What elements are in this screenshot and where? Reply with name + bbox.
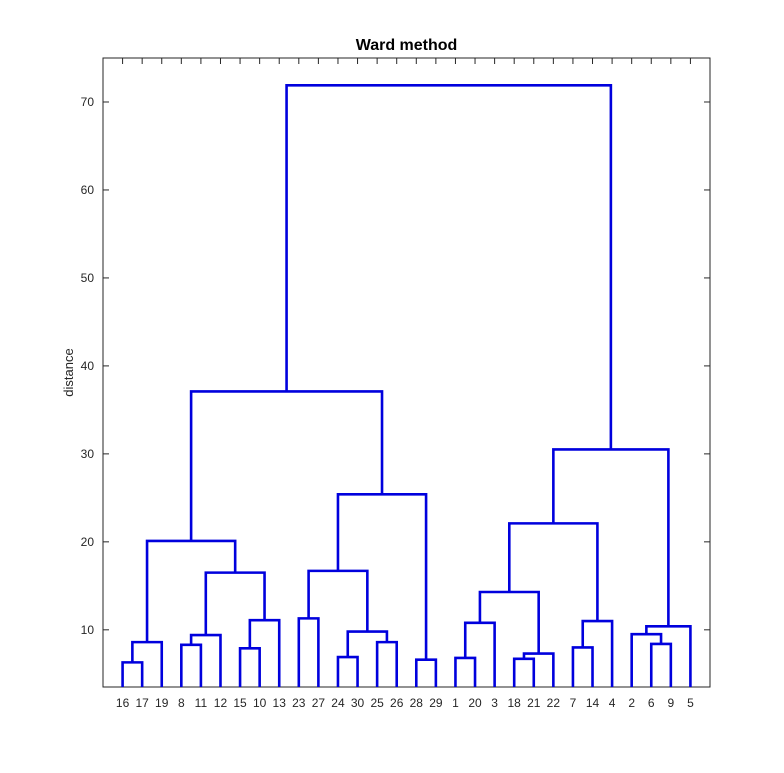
leaf-label: 14 [586,696,600,710]
leaf-label: 27 [312,696,326,710]
leaf-label: 6 [648,696,655,710]
plot-area [102,57,711,688]
leaf-label: 21 [527,696,541,710]
ytick-label: 10 [81,623,95,637]
y-axis-label: distance [61,348,76,396]
leaf-label: 24 [331,696,345,710]
leaf-label: 10 [253,696,267,710]
dendrogram-link [336,655,359,687]
leaf-label: 12 [214,696,228,710]
ytick-label: 70 [81,95,95,109]
leaf-label: 19 [155,696,169,710]
leaf-label: 4 [609,696,616,710]
ytick-label: 50 [81,271,95,285]
dendrogram-link [285,83,613,450]
dendrogram-link [346,630,389,658]
dendrogram-link [649,642,673,687]
leaf-label: 23 [292,696,306,710]
ytick-label: 40 [81,359,95,373]
leaf-label: 30 [351,696,365,710]
leaf-label: 15 [233,696,247,710]
leaf-label: 13 [273,696,287,710]
leaf-label: 16 [116,696,130,710]
leaf-label: 8 [178,696,185,710]
dendrogram-link [522,652,555,687]
leaf-label: 7 [570,696,577,710]
leaf-label: 11 [195,696,208,710]
dendrogram-link [189,390,384,541]
dendrogram-link [630,632,663,687]
x-tick-labels: 16 17 19 8 11 12 15 10 13 23 27 24 30 25 26 28 29 1 20 3 18 2… [116,696,694,710]
leaf-label: 25 [370,696,384,710]
dendrogram-link [121,661,144,687]
dendrogram-link [512,657,536,687]
dendrogram-link [414,658,438,687]
ytick-label: 30 [81,447,95,461]
ytick-label: 60 [81,183,95,197]
dendrogram-links [121,83,692,687]
leaf-label: 28 [410,696,424,710]
leaf-label: 1 [452,696,459,710]
leaf-label: 5 [687,696,694,710]
leaf-label: 17 [135,696,149,710]
leaf-label: 9 [667,696,674,710]
leaf-label: 20 [468,696,482,710]
dendrogram-link [552,448,670,627]
leaf-label: 2 [628,696,635,710]
ytick-label: 20 [81,535,95,549]
leaf-label: 22 [547,696,561,710]
y-tick-labels: 10 20 30 40 50 60 70 [81,95,95,637]
dendrogram-link [571,646,594,687]
leaf-label: 18 [508,696,522,710]
leaf-label: 3 [491,696,498,710]
leaf-label: 29 [429,696,443,710]
leaf-label: 26 [390,696,404,710]
dendrogram-link [297,617,320,687]
chart-title: Ward method [356,37,458,54]
dendrogram-link [307,569,369,632]
